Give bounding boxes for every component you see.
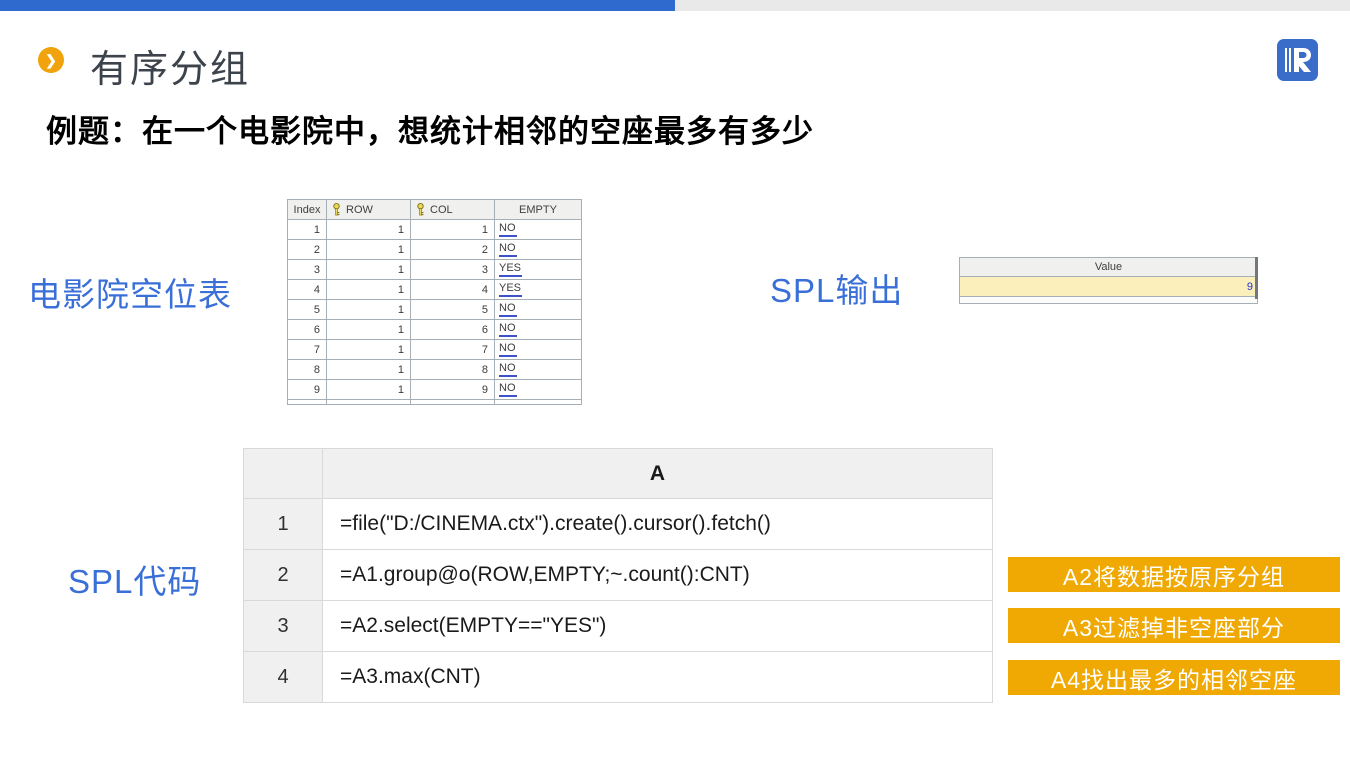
cell-empty[interactable]: NO — [495, 320, 582, 340]
key-icon — [333, 203, 340, 216]
cell-row: 1 — [327, 360, 411, 380]
cell-col: 1 — [411, 220, 495, 240]
chevron-icon: ❯ — [45, 52, 57, 68]
cell-index: 8 — [288, 360, 327, 380]
code-row: 2 =A1.group@o(ROW,EMPTY;~.count():CNT) — [243, 549, 993, 601]
output-partial-row — [960, 297, 1257, 303]
cinema-col-header-empty[interactable]: EMPTY — [495, 200, 582, 220]
cinema-table-row: 8 1 8 NO — [288, 360, 582, 380]
code-cell[interactable]: =A2.select(EMPTY=="YES") — [322, 600, 993, 652]
column-header-label: EMPTY — [519, 203, 557, 216]
column-header-label: COL — [430, 203, 453, 216]
code-corner-cell — [243, 448, 323, 499]
annotation-a4: A4找出最多的相邻空座 — [1008, 660, 1340, 695]
cinema-col-header-index[interactable]: Index — [288, 200, 327, 220]
cinema-table-row: 5 1 5 NO — [288, 300, 582, 320]
cell-row: 1 — [327, 220, 411, 240]
code-row: 3 =A2.select(EMPTY=="YES") — [243, 600, 993, 652]
output-scrollbar[interactable] — [1255, 257, 1258, 299]
chevron-circle-icon: ❯ — [38, 47, 64, 73]
raqsoft-logo-icon — [1277, 39, 1318, 81]
code-header-row: A — [243, 448, 993, 499]
cell-row: 1 — [327, 280, 411, 300]
cinema-table-row: 7 1 7 NO — [288, 340, 582, 360]
spl-output-label: SPL输出 — [770, 272, 904, 309]
cinema-table-row: 4 1 4 YES — [288, 280, 582, 300]
cell-empty[interactable]: NO — [495, 220, 582, 240]
cinema-table-row: 3 1 3 YES — [288, 260, 582, 280]
output-value: 9 — [1246, 280, 1253, 293]
cell-row: 1 — [327, 260, 411, 280]
cell-empty[interactable]: NO — [495, 340, 582, 360]
code-row-number[interactable]: 4 — [243, 651, 323, 703]
cell-index: 6 — [288, 320, 327, 340]
cell-col: 7 — [411, 340, 495, 360]
cinema-table-label: 电影院空位表 — [28, 276, 232, 313]
cell-index: 9 — [288, 380, 327, 400]
cell-index: 1 — [288, 220, 327, 240]
cell-index: 2 — [288, 240, 327, 260]
key-icon — [417, 203, 424, 216]
top-bar — [0, 0, 1350, 11]
cell-row: 1 — [327, 240, 411, 260]
code-cell[interactable]: =A3.max(CNT) — [322, 651, 993, 703]
column-header-label: ROW — [346, 203, 373, 216]
cell-col: 8 — [411, 360, 495, 380]
output-column-header: Value — [960, 258, 1257, 277]
cell-col: 6 — [411, 320, 495, 340]
cinema-col-header-row[interactable]: ROW — [327, 200, 411, 220]
annotation-a3: A3过滤掉非空座部分 — [1008, 608, 1340, 643]
cell-empty[interactable]: NO — [495, 240, 582, 260]
code-row: 4 =A3.max(CNT) — [243, 651, 993, 703]
cinema-header-row: Index ROW COL EMPTY — [288, 200, 582, 220]
cell-col: 4 — [411, 280, 495, 300]
code-row-number[interactable]: 3 — [243, 600, 323, 652]
cell-index: 3 — [288, 260, 327, 280]
cinema-table-row: 9 1 9 NO — [288, 380, 582, 400]
column-header-label: Index — [293, 203, 321, 216]
cell-empty[interactable]: NO — [495, 360, 582, 380]
code-cell[interactable]: =file("D:/CINEMA.ctx").create().cursor()… — [322, 498, 993, 550]
cinema-table-row: 6 1 6 NO — [288, 320, 582, 340]
cell-empty[interactable]: NO — [495, 300, 582, 320]
cell-row: 1 — [327, 320, 411, 340]
code-row-number[interactable]: 2 — [243, 549, 323, 601]
cell-row: 1 — [327, 380, 411, 400]
cell-empty[interactable]: YES — [495, 280, 582, 300]
spl-output-table: Value 9 — [959, 257, 1258, 304]
cell-row: 1 — [327, 300, 411, 320]
code-row: 1 =file("D:/CINEMA.ctx").create().cursor(… — [243, 498, 993, 550]
cinema-seats-table: Index ROW COL EMPTY 1 1 1 NO 2 1 2 NO 3 1 3 YES 4 1 4 YES 5 1… — [287, 199, 582, 405]
cinema-col-header-col[interactable]: COL — [411, 200, 495, 220]
cell-col: 3 — [411, 260, 495, 280]
cell-col: 2 — [411, 240, 495, 260]
output-value-cell[interactable]: 9 — [960, 277, 1257, 297]
cell-index: 7 — [288, 340, 327, 360]
cell-row: 1 — [327, 340, 411, 360]
cell-index: 5 — [288, 300, 327, 320]
example-subtitle: 例题：在一个电影院中，想统计相邻的空座最多有多少 — [46, 114, 814, 149]
code-column-a-header: A — [322, 448, 993, 499]
cell-index: 4 — [288, 280, 327, 300]
cell-col: 5 — [411, 300, 495, 320]
annotation-a2: A2将数据按原序分组 — [1008, 557, 1340, 592]
cell-empty[interactable]: YES — [495, 260, 582, 280]
spl-code-label: SPL代码 — [68, 563, 202, 600]
code-row-number[interactable]: 1 — [243, 498, 323, 550]
code-cell[interactable]: =A1.group@o(ROW,EMPTY;~.count():CNT) — [322, 549, 993, 601]
spl-code-table: A 1 =file("D:/CINEMA.ctx").create().curso… — [243, 448, 993, 703]
cinema-table-row: 2 1 2 NO — [288, 240, 582, 260]
cell-col: 9 — [411, 380, 495, 400]
cinema-partial-row — [288, 400, 582, 405]
cell-empty[interactable]: NO — [495, 380, 582, 400]
page-title: 有序分组 — [90, 49, 251, 91]
top-bar-accent — [0, 0, 675, 11]
cinema-table-row: 1 1 1 NO — [288, 220, 582, 240]
